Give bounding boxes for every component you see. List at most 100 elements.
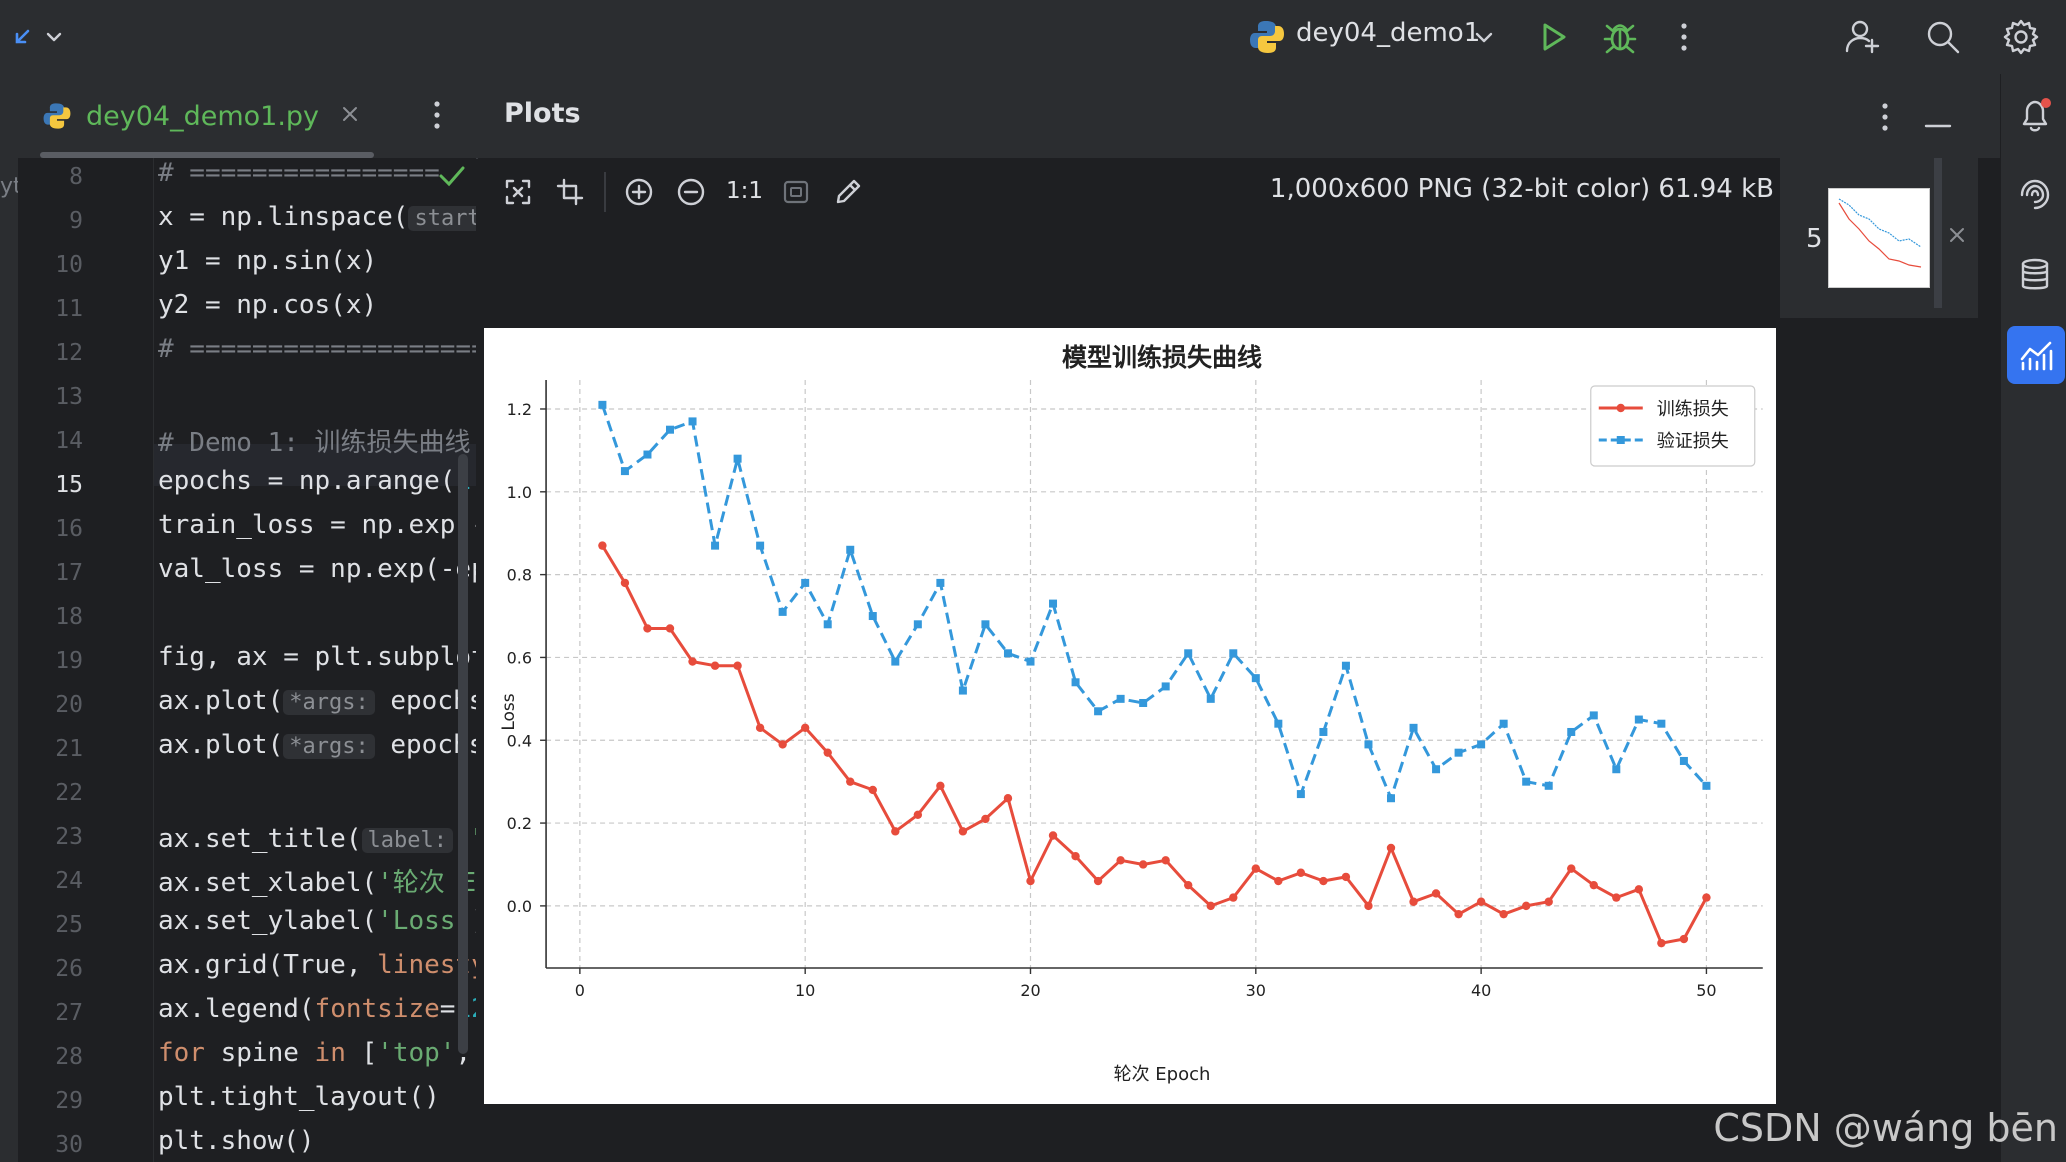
x-tick-label: 20 [1020,981,1040,1000]
gear-icon[interactable] [1998,14,2044,60]
data-point-square [1567,727,1576,736]
line-number: 28 [55,1044,83,1070]
code-text: ax.grid(True, [158,950,378,980]
data-point-square [1522,777,1531,786]
data-point-square [1702,781,1711,790]
param-hint: *args: [283,734,375,759]
code-line-8: # ================ [158,158,440,188]
data-point-circle [1634,885,1644,894]
x-axis-label: 轮次 Epoch [1114,1064,1211,1085]
data-point-square [1003,649,1012,658]
line-number: 27 [55,1000,83,1026]
code-text: ax.legend( [158,994,315,1024]
watermark: CSDN @wáng bēn [1713,1106,2058,1150]
data-point-circle [1409,897,1418,906]
close-tab-icon[interactable] [341,105,359,127]
code-line-10: y1 = np.sin(x) [158,246,378,276]
data-point-square [688,417,697,426]
sciview-plots-icon[interactable] [2007,326,2065,384]
tab-more-icon[interactable] [432,100,442,134]
line-number: 23 [55,824,83,850]
data-point-square [868,612,877,621]
actual-size-button[interactable]: 1:1 [726,178,764,204]
line-number: 19 [55,648,83,674]
plots-more-icon[interactable] [1880,102,1890,136]
code-text: ) [471,906,476,936]
debug-icon[interactable] [1597,14,1643,60]
data-point-square [1319,727,1328,736]
fit-window-icon[interactable] [782,178,810,210]
x-tick-label: 50 [1696,981,1716,1000]
data-point-circle [1138,860,1148,869]
line-number: 22 [55,780,83,806]
data-point-square [756,541,765,550]
code-keyword: for [158,1038,205,1068]
zoom-in-icon[interactable] [624,177,654,211]
data-point-circle [1341,872,1351,882]
data-point-square [620,467,629,476]
tab-scroll-indicator [40,152,374,158]
data-point-square [1657,719,1666,728]
tab-dey04-demo1-py[interactable]: dey04_demo1.py [42,94,359,138]
data-point-circle [1431,889,1441,898]
data-point-circle [1003,794,1013,803]
code-line-12: # =================== [158,334,476,364]
code-line-30: plt.show() [158,1126,315,1156]
notifications-icon[interactable] [2012,92,2058,138]
plot-thumbnail[interactable] [1828,188,1930,288]
crop-icon[interactable] [556,178,584,210]
y-axis-label: Loss [499,693,519,730]
minimize-icon[interactable] [1924,114,1952,133]
line-number: 10 [55,252,83,278]
data-point-square [1634,715,1643,724]
collapse-arrow-icon[interactable] [4,14,40,60]
line-number-gutter: 8 9 10 11 12 13 14 15 16 17 18 19 20 21 22 23 24 25 26 27 28… [18,158,154,1162]
data-point-circle [755,723,765,733]
code-string: 'top' [377,1038,456,1068]
code-line-16: train_loss = np.exp(- [158,510,476,540]
data-point-circle [913,810,923,819]
editor-scrollbar[interactable] [458,454,468,1054]
more-icon[interactable] [1664,14,1704,60]
code-line-19: fig, ax = plt.subplot [158,642,476,672]
data-point-circle [620,578,630,588]
code-text: ax.set_ylabel( [158,906,378,936]
code-line-15: epochs = np.arange(1, [158,466,476,496]
search-icon[interactable] [1920,14,1966,60]
data-point-square [598,400,607,409]
code-editor[interactable]: # ================ x = np.linspace(start… [154,158,476,1162]
thumbnail-scrollbar[interactable] [1934,158,1942,308]
ai-assistant-icon[interactable] [2012,172,2058,218]
data-point-circle [1521,901,1531,911]
code-line-24: ax.set_xlabel('轮次 E [158,862,476,899]
thumbnail-close-icon[interactable] [1948,226,1966,248]
code-line-29: plt.tight_layout() [158,1082,440,1112]
run-icon[interactable] [1530,14,1576,60]
data-point-square [1094,707,1103,716]
image-info: 1,000x600 PNG (32-bit color) 61.94 kB [1269,174,1774,204]
chevron-down-icon[interactable] [36,14,72,60]
code-keyword-arg: fontsize [314,994,440,1024]
code-line-20: ax.plot(*args: epochs [158,686,476,716]
data-point-square [823,620,832,629]
data-point-circle [1048,831,1058,840]
right-tool-strip [2000,74,2066,1162]
data-point-square [1432,765,1441,774]
data-point-square [733,454,742,463]
add-user-icon[interactable] [1840,14,1886,60]
line-number: 20 [55,692,83,718]
data-point-circle [1026,876,1035,886]
project-chevron-down-icon[interactable] [1466,14,1502,60]
color-picker-icon[interactable] [834,178,862,210]
data-point-circle [778,740,787,749]
project-selector-label[interactable]: dey04_demo1 [1296,18,1481,48]
code-text: x = np.linspace( [158,202,409,232]
fit-zoom-icon[interactable] [504,178,532,210]
data-point-square [1341,661,1350,670]
data-point-square [846,545,855,554]
zoom-out-icon[interactable] [676,177,706,211]
data-point-square [1409,723,1418,732]
y-tick-label: 1.0 [507,483,532,502]
database-icon[interactable] [2012,252,2058,298]
data-point-square [1679,756,1688,765]
